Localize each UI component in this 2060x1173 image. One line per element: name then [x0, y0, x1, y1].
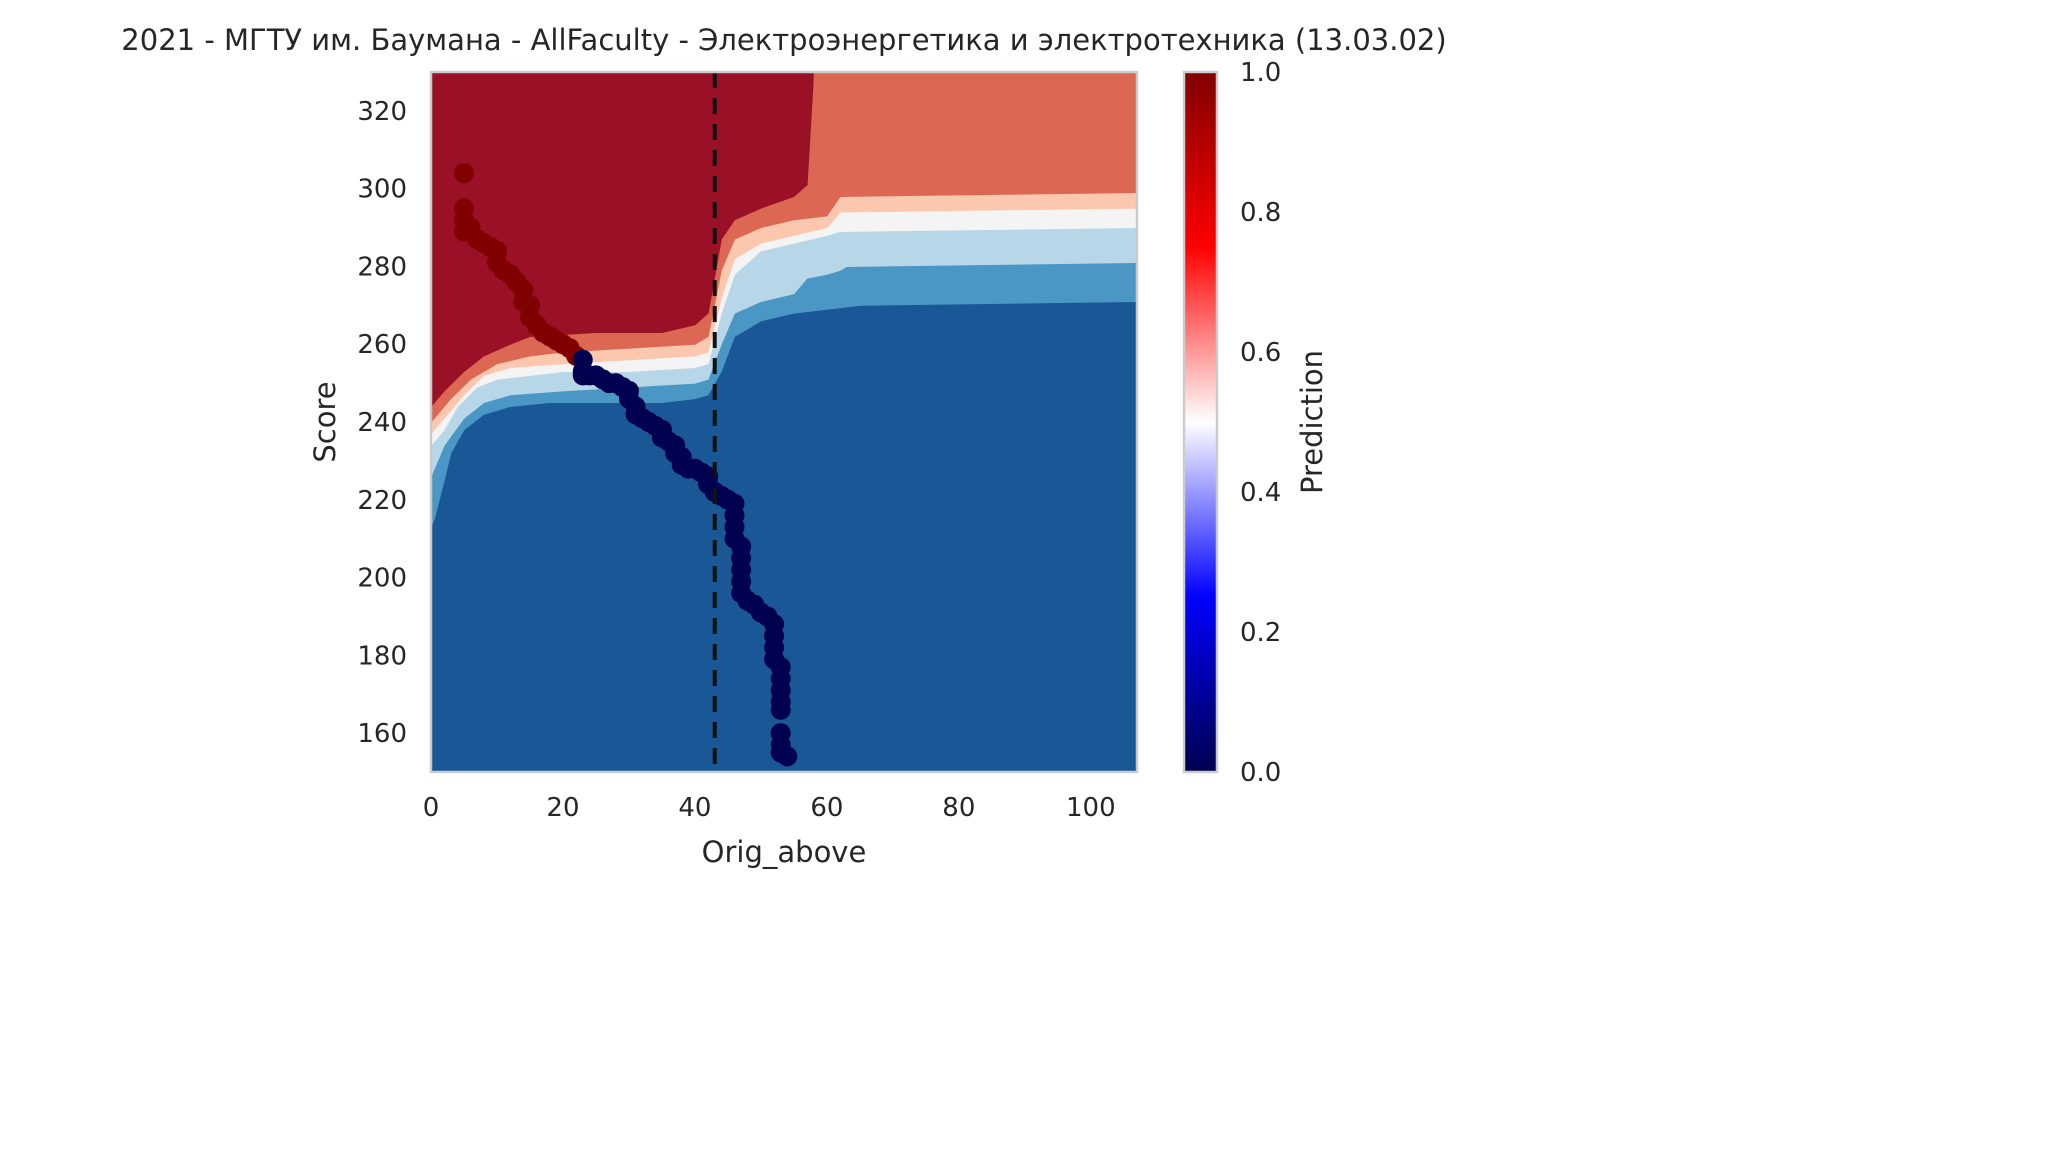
x-axis-label: Orig_above — [702, 835, 867, 869]
colorbar-ticks: 0.0 0.2 0.4 0.6 0.8 1.0 — [1240, 58, 1281, 788]
chart-figure: 2021 - МГТУ им. Баумана - AllFaculty - Э… — [121, 23, 1446, 869]
colorbar-tick-label: 0.0 — [1240, 758, 1281, 788]
colorbar-tick-label: 0.6 — [1240, 338, 1281, 368]
colorbar-gradient — [1184, 72, 1217, 772]
colorbar-frame — [1182, 70, 1219, 774]
scatter-point — [777, 746, 798, 767]
colorbar-tick-label: 0.4 — [1240, 478, 1281, 508]
y-tick-label: 240 — [357, 408, 407, 438]
y-tick-label: 220 — [357, 486, 407, 516]
x-axis-ticks: 0 20 40 60 80 100 — [423, 793, 1116, 823]
y-tick-label: 320 — [357, 97, 407, 127]
contour-band-right-top — [813, 72, 1137, 193]
colorbar-tick-label: 1.0 — [1240, 58, 1281, 88]
y-tick-label: 280 — [357, 252, 407, 282]
colorbar-label: Prediction — [1295, 350, 1329, 494]
x-tick-label: 40 — [678, 793, 711, 823]
y-axis-label: Score — [308, 381, 342, 462]
scatter-point — [770, 699, 791, 720]
y-tick-label: 180 — [357, 641, 407, 671]
x-tick-label: 0 — [423, 793, 440, 823]
x-tick-label: 20 — [546, 793, 579, 823]
plot-frame — [429, 70, 1139, 774]
y-tick-label: 260 — [357, 330, 407, 360]
x-tick-label: 100 — [1066, 793, 1116, 823]
colorbar-tick-label: 0.2 — [1240, 618, 1281, 648]
y-axis-ticks: 160 180 200 220 240 260 280 300 320 — [357, 97, 407, 749]
x-tick-label: 60 — [810, 793, 843, 823]
scatter-point — [453, 163, 474, 184]
y-tick-label: 200 — [357, 564, 407, 594]
scatter-points — [453, 163, 798, 767]
chart-title: 2021 - МГТУ им. Баумана - AllFaculty - Э… — [121, 23, 1446, 57]
x-tick-label: 80 — [942, 793, 975, 823]
y-tick-label: 300 — [357, 175, 407, 205]
y-tick-label: 160 — [357, 719, 407, 749]
chart-svg: 2021 - МГТУ им. Баумана - AllFaculty - Э… — [121, 23, 1446, 869]
colorbar-tick-label: 0.8 — [1240, 198, 1281, 228]
